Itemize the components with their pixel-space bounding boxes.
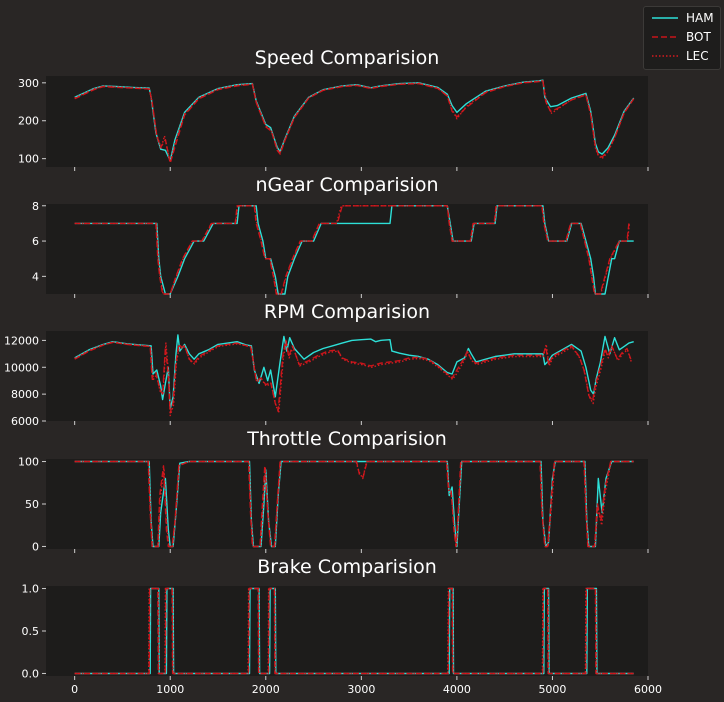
y-tick-label: 12000 (4, 334, 39, 347)
y-tick-label: 4 (32, 270, 39, 283)
series-line-bot (74, 339, 632, 414)
series-line-lec (74, 460, 634, 548)
y-tick-label: 300 (18, 77, 39, 90)
x-tick-label: 4000 (443, 683, 471, 696)
panel-5: Brake Comparision 0.0 0.5 1.0 0 1000 2000 3000 4… (22, 556, 663, 696)
x-tick-label: 3000 (347, 683, 375, 696)
y-tick-label: 8000 (11, 388, 39, 401)
chart-title: Brake Comparision (257, 556, 437, 578)
legend-item-bot: BOT (650, 28, 720, 46)
legend-label-lec: LEC (686, 49, 709, 63)
plot-area (46, 76, 648, 167)
x-tick-label: 2000 (252, 683, 280, 696)
y-tick-label: 10000 (4, 361, 39, 374)
plot-area (46, 586, 648, 676)
legend-swatch-lec (652, 55, 678, 57)
series-line-lec (74, 79, 635, 164)
legend-item-ham: HAM (650, 9, 720, 27)
chart-title: Speed Comparision (255, 47, 440, 69)
x-tick-label: 0 (71, 683, 78, 696)
legend-item-lec: LEC (650, 47, 720, 65)
y-tick-label: 8 (32, 200, 39, 213)
y-tick-label: 200 (18, 115, 39, 128)
series-line-lec (74, 341, 632, 417)
x-tick-label: 5000 (538, 683, 566, 696)
series-line-bot (74, 205, 630, 295)
plot-area (46, 204, 648, 294)
y-tick-label: 6000 (11, 415, 39, 428)
chart-title: Throttle Comparision (246, 428, 447, 450)
x-tick-label: 6000 (634, 683, 662, 696)
x-tick-label: 1000 (156, 683, 184, 696)
series-line-lec (74, 587, 634, 675)
legend-swatch-ham (652, 17, 678, 19)
legend: HAM BOT LEC (643, 6, 721, 70)
legend-label-ham: HAM (686, 11, 714, 25)
legend-label-bot: BOT (686, 30, 711, 44)
panel-2: nGear Comparision 4 6 8 (32, 174, 649, 298)
y-tick-label: 100 (18, 456, 39, 469)
legend-swatch-bot (652, 36, 678, 38)
y-tick-label: 100 (18, 153, 39, 166)
y-tick-label: 6 (32, 235, 39, 248)
panel-3: RPM Comparision 6000 8000 10000 12000 (4, 301, 649, 428)
chart-title: RPM Comparision (264, 301, 430, 323)
y-tick-label: 0.0 (22, 667, 40, 680)
y-tick-label: 0 (32, 540, 39, 553)
y-tick-label: 50 (25, 498, 39, 511)
y-tick-label: 0.5 (22, 625, 40, 638)
y-tick-label: 1.0 (22, 583, 40, 596)
chart-title: nGear Comparision (256, 174, 439, 196)
panel-4: Throttle Comparision 0 50 100 (18, 428, 649, 553)
panel-1: Speed Comparision 100 200 300 (18, 47, 649, 171)
plot-area (46, 459, 648, 549)
